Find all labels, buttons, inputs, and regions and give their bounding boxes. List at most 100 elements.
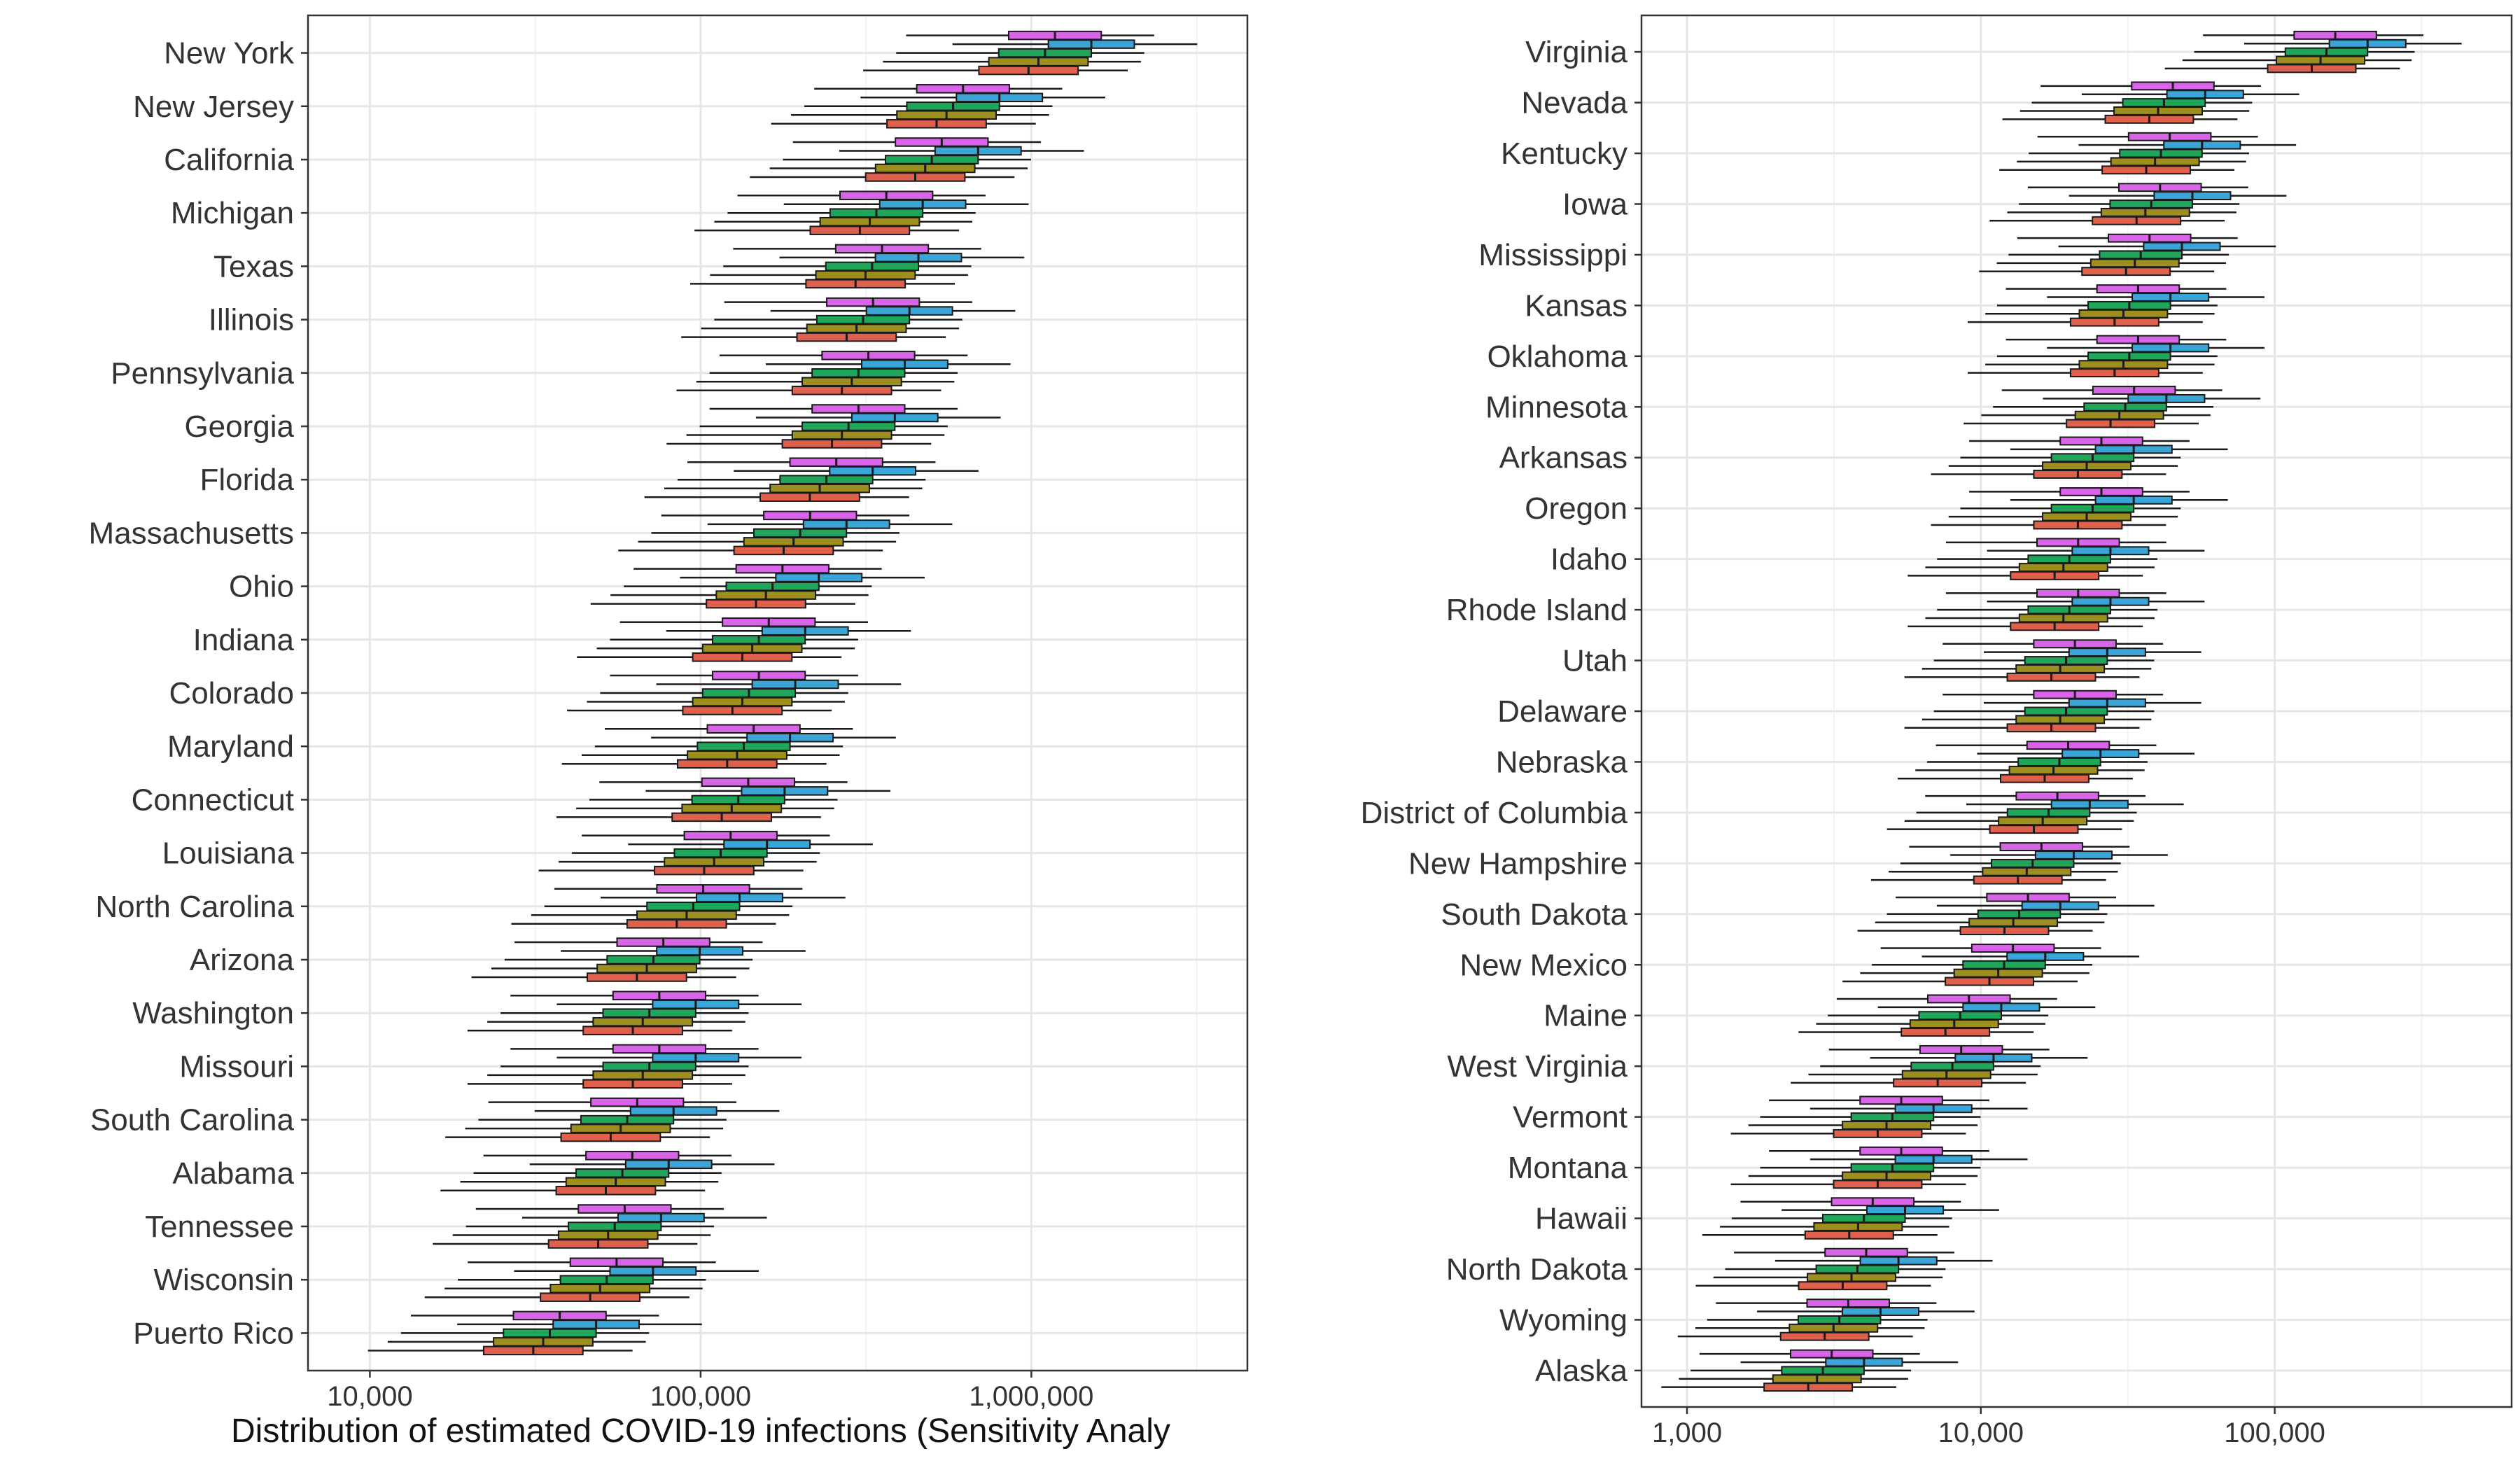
boxplot-group-arkansas <box>1931 436 2228 479</box>
category-label: Maine <box>1544 999 1628 1033</box>
boxplot-group-kansas <box>1967 284 2264 327</box>
category-label: Wyoming <box>1499 1303 1628 1337</box>
category-label: New Hampshire <box>1408 846 1628 881</box>
category-label: Alaska <box>1535 1354 1628 1388</box>
category-label: Maryland <box>167 729 294 764</box>
x-tick-label: 1,000 <box>1652 1418 1722 1448</box>
category-label: Montana <box>1508 1151 1628 1185</box>
boxplot-group-iowa <box>1989 183 2287 225</box>
category-label: Missouri <box>179 1049 294 1084</box>
boxplot-group-maryland <box>561 724 896 769</box>
category-label: Michigan <box>171 196 294 230</box>
category-label: Pennsylvania <box>111 356 294 391</box>
boxplot-group-wisconsin <box>424 1257 760 1302</box>
boxplot-group-south-carolina <box>445 1097 780 1142</box>
boxplot-group-kentucky <box>1999 132 2297 175</box>
category-label: Washington <box>132 996 294 1030</box>
boxplot-group-georgia <box>666 404 1001 449</box>
boxplot-group-colorado <box>567 671 902 715</box>
boxplot-group-texas <box>690 244 1025 289</box>
x-tick-label: 100,000 <box>2224 1418 2325 1448</box>
category-label: Virginia <box>1525 35 1628 69</box>
boxplot-group-arizona <box>471 937 806 982</box>
category-label: Minnesota <box>1485 390 1628 424</box>
category-label: Connecticut <box>132 783 294 817</box>
boxplot-group-nevada <box>2002 81 2300 124</box>
boxplot-group-south-dakota <box>1857 892 2155 936</box>
boxplot-group-district-of-columbia <box>1886 791 2184 834</box>
boxplot-group-washington <box>467 990 802 1035</box>
category-label: Oklahoma <box>1487 340 1628 374</box>
category-label: Vermont <box>1513 1100 1628 1135</box>
boxplot-group-new-jersey <box>771 84 1105 129</box>
boxplot-group-alabama <box>440 1151 775 1196</box>
category-label: Idaho <box>1550 542 1628 577</box>
boxplot-group-new-hampshire <box>1870 842 2168 885</box>
boxplot-group-rhode-island <box>1907 588 2205 631</box>
boxplot-group-delaware <box>1904 690 2202 733</box>
boxplot-group-north-carolina <box>511 884 846 929</box>
category-label: Tennessee <box>145 1210 294 1244</box>
boxplot-group-alaska <box>1661 1349 1959 1392</box>
boxplot-group-indiana <box>577 617 911 662</box>
boxplot-group-virginia <box>2164 30 2462 74</box>
boxplot-group-new-york <box>863 30 1198 76</box>
category-label: West Virginia <box>1447 1049 1628 1084</box>
boxplot-group-oklahoma <box>1967 335 2264 378</box>
category-label: Wisconsin <box>154 1263 295 1297</box>
category-label: Puerto Rico <box>133 1316 294 1350</box>
category-label: Iowa <box>1562 187 1628 221</box>
boxplot-group-illinois <box>681 297 1016 342</box>
boxplot-group-maine <box>1798 994 2096 1037</box>
category-label: South Dakota <box>1441 897 1628 932</box>
category-label: Illinois <box>209 303 294 337</box>
boxplot-group-mississippi <box>1979 233 2276 276</box>
x-tick-label: 1,000,000 <box>969 1381 1093 1412</box>
right-panel: Virginia Nevada Kentucky Iowa Mississippi Kan… <box>1361 14 2513 1448</box>
category-label: California <box>164 143 294 177</box>
category-label: Hawaii <box>1535 1202 1628 1236</box>
category-label: Mississippi <box>1478 238 1628 272</box>
category-label: Indiana <box>193 623 295 657</box>
boxplot-group-oregon <box>1931 486 2228 530</box>
x-tick-label: 10,000 <box>1938 1418 2024 1448</box>
category-label: Rhode Island <box>1446 593 1628 627</box>
category-label: Ohio <box>229 570 294 604</box>
category-label: Arizona <box>190 943 295 977</box>
category-label: Louisiana <box>162 836 295 871</box>
boxplot-group-massachusetts <box>618 510 953 556</box>
boxplot-group-north-dakota <box>1695 1247 1993 1291</box>
category-label: Georgia <box>184 410 294 444</box>
category-label: Alabama <box>172 1156 294 1191</box>
boxplot-group-california <box>750 137 1084 182</box>
boxplot-group-missouri <box>467 1044 802 1089</box>
boxplot-group-ohio <box>590 564 925 609</box>
category-label: Nebraska <box>1496 745 1628 779</box>
category-label: North Dakota <box>1446 1252 1628 1287</box>
boxplot-group-idaho <box>1907 538 2205 580</box>
boxplot-group-new-mexico <box>1842 944 2140 986</box>
boxplot-group-puerto-rico <box>368 1310 702 1356</box>
boxplot-group-wyoming <box>1677 1298 1975 1341</box>
category-label: District of Columbia <box>1361 796 1628 830</box>
boxplot-group-tennessee <box>433 1204 767 1249</box>
category-label: Texas <box>214 249 294 284</box>
boxplot-group-pennsylvania <box>676 351 1011 396</box>
x-tick-label: 10,000 <box>327 1381 412 1412</box>
category-label: Nevada <box>1521 86 1628 120</box>
category-label: New Mexico <box>1460 948 1628 982</box>
boxplot-group-hawaii <box>1702 1197 1999 1240</box>
boxplot-group-montana <box>1730 1146 2028 1189</box>
category-label: Arkansas <box>1499 441 1628 475</box>
category-label: Delaware <box>1497 694 1628 729</box>
boxplot-group-utah <box>1904 639 2202 682</box>
x-axis-title: Distribution of estimated COVID-19 infec… <box>231 1413 1170 1450</box>
category-label: Kansas <box>1525 288 1628 323</box>
category-label: Colorado <box>169 676 294 710</box>
boxplot-group-louisiana <box>538 830 873 876</box>
category-label: Massachusetts <box>89 516 294 550</box>
boxplot-group-florida <box>644 457 979 502</box>
category-label: South Carolina <box>90 1103 295 1138</box>
boxplot-group-minnesota <box>1963 386 2261 428</box>
x-tick-label: 100,000 <box>650 1381 752 1412</box>
